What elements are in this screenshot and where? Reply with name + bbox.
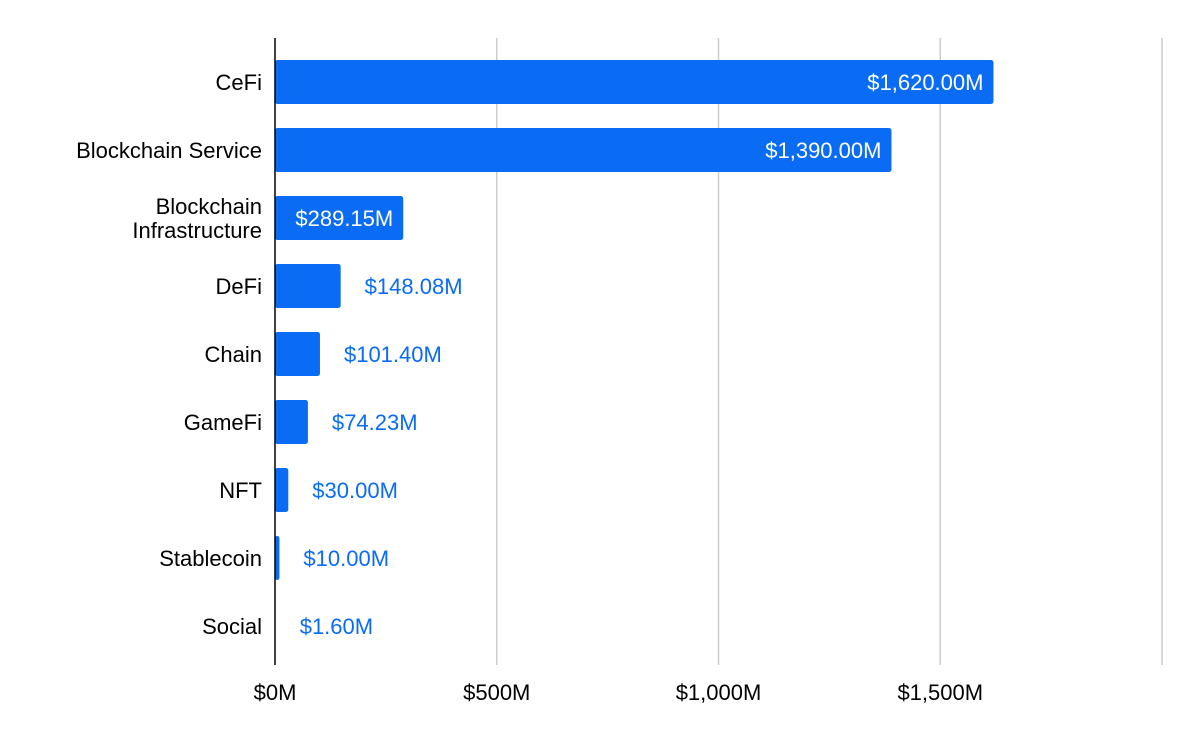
data-label: $74.23M (332, 410, 418, 435)
bar (275, 468, 289, 512)
data-label: $1,390.00M (765, 138, 881, 163)
bar (275, 196, 404, 240)
bar (275, 128, 892, 172)
data-label: $289.15M (295, 206, 393, 231)
bar (275, 60, 994, 104)
data-label: $10.00M (303, 546, 389, 571)
category-label: NFT (219, 478, 262, 503)
bar (275, 400, 308, 444)
bars (275, 60, 994, 580)
category-label: Chain (205, 342, 262, 367)
x-tick-label: $0M (254, 680, 297, 705)
bar (275, 332, 320, 376)
x-tick-label: $1,500M (897, 680, 983, 705)
x-tick-label: $1,000M (676, 680, 762, 705)
category-label-line: Blockchain (156, 194, 262, 219)
bar (275, 264, 341, 308)
category-label: GameFi (184, 410, 262, 435)
category-label: Stablecoin (159, 546, 262, 571)
bar (275, 536, 280, 580)
data-labels: $1,620.00M $1,390.00M $289.15M $148.08M $101… (295, 70, 983, 639)
category-label-line: Infrastructure (132, 218, 262, 243)
category-label: CeFi (216, 70, 262, 95)
category-label: Social (202, 614, 262, 639)
data-label: $1,620.00M (867, 70, 983, 95)
x-tick-labels: $0M $500M $1,000M $1,500M (254, 680, 983, 705)
data-label: $1.60M (300, 614, 373, 639)
category-label: DeFi (216, 274, 262, 299)
category-label: Blockchain Service (76, 138, 262, 163)
data-label: $30.00M (312, 478, 398, 503)
data-label: $101.40M (344, 342, 442, 367)
x-tick-label: $500M (463, 680, 530, 705)
data-label: $148.08M (365, 274, 463, 299)
category-label: Blockchain Infrastructure (132, 194, 262, 243)
category-labels: CeFi Blockchain Service Blockchain Infrastr… (76, 70, 262, 639)
